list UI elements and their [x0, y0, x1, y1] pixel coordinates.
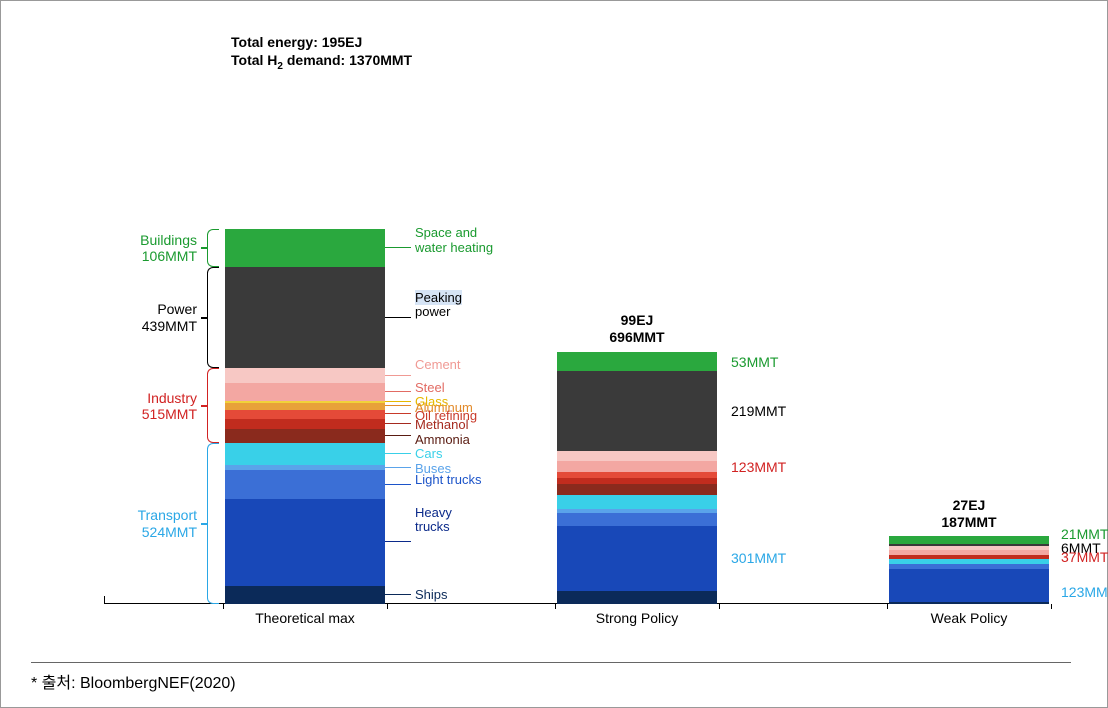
- summary-label: 123MMT: [1061, 584, 1108, 600]
- segment-buildings: [557, 352, 717, 371]
- segment-label: Steel: [415, 381, 445, 395]
- bar-theoretical-max: Theoretical max: [225, 229, 385, 604]
- segment-ammonia: [225, 429, 385, 443]
- segment-light_trucks: [225, 470, 385, 499]
- segment-heavy_trucks: [225, 499, 385, 586]
- stacked-bar: [557, 352, 717, 604]
- summary-label: 53MMT: [731, 354, 778, 370]
- figure-frame: Total energy: 195EJ Total H2 demand: 137…: [0, 0, 1108, 708]
- segment-label: Ships: [415, 588, 448, 602]
- category-brace: [207, 267, 219, 368]
- segment-cars: [557, 495, 717, 509]
- segment-buildings: [889, 536, 1049, 544]
- segment-cars: [225, 443, 385, 465]
- bar-weak-policy: Weak Policy: [889, 536, 1049, 604]
- segment-label: Cars: [415, 447, 442, 461]
- category-brace: [207, 443, 219, 604]
- segment-buildings: [225, 229, 385, 267]
- segment-label: Methanol: [415, 418, 468, 432]
- category-brace: [207, 368, 219, 443]
- x-axis-label: Weak Policy: [931, 610, 1008, 626]
- segment-oil_refining: [225, 410, 385, 419]
- segment-label: Peakingpower: [415, 291, 462, 320]
- x-axis-label: Strong Policy: [596, 610, 678, 626]
- segment-ships: [225, 586, 385, 604]
- segment-label: Heavytrucks: [415, 506, 452, 535]
- category-label: Buildings106MMT: [107, 232, 197, 264]
- segment-methanol: [225, 419, 385, 429]
- segment-ships: [557, 591, 717, 604]
- chart-area: Total energy: 195EJ Total H2 demand: 137…: [13, 9, 1095, 639]
- category-brace: [207, 229, 219, 267]
- header-line-1: Total energy: 195EJ: [231, 34, 412, 52]
- segment-cement: [225, 368, 385, 382]
- stacked-bar: [225, 229, 385, 604]
- segment-label: Cement: [415, 358, 461, 372]
- segment-steel: [557, 461, 717, 472]
- category-label: Industry515MMT: [107, 390, 197, 422]
- bar-strong-policy: Strong Policy: [557, 352, 717, 604]
- segment-peaking: [225, 267, 385, 368]
- category-label: Power439MMT: [107, 301, 197, 333]
- segment-heavy_trucks: [557, 526, 717, 591]
- bars-container: Theoretical max Strong Policy Weak Polic…: [105, 84, 1045, 604]
- x-axis-label: Theoretical max: [255, 610, 355, 626]
- segment-steel: [225, 383, 385, 401]
- header-totals: Total energy: 195EJ Total H2 demand: 137…: [231, 34, 412, 73]
- bar-total: 99EJ696MMT: [587, 312, 687, 346]
- segment-light_trucks: [557, 513, 717, 526]
- segment-heavy_trucks: [889, 569, 1049, 602]
- summary-label: 219MMT: [731, 403, 786, 419]
- header-line-2: Total H2 demand: 1370MMT: [231, 52, 412, 73]
- bar-total: 27EJ187MMT: [919, 497, 1019, 531]
- stacked-bar: [889, 536, 1049, 604]
- segment-ships: [889, 602, 1049, 604]
- segment-label: Light trucks: [415, 473, 481, 487]
- summary-label: 123MMT: [731, 459, 786, 475]
- segment-ammonia: [557, 484, 717, 495]
- segment-label: Ammonia: [415, 433, 470, 447]
- summary-label: 301MMT: [731, 550, 786, 566]
- segment-label: Space andwater heating: [415, 226, 493, 255]
- summary-label: 37MMT: [1061, 549, 1108, 565]
- source-footnote: * 출처: BloombergNEF(2020): [31, 662, 1071, 693]
- segment-peaking: [557, 371, 717, 450]
- segment-cement: [557, 451, 717, 462]
- category-label: Transport524MMT: [107, 507, 197, 539]
